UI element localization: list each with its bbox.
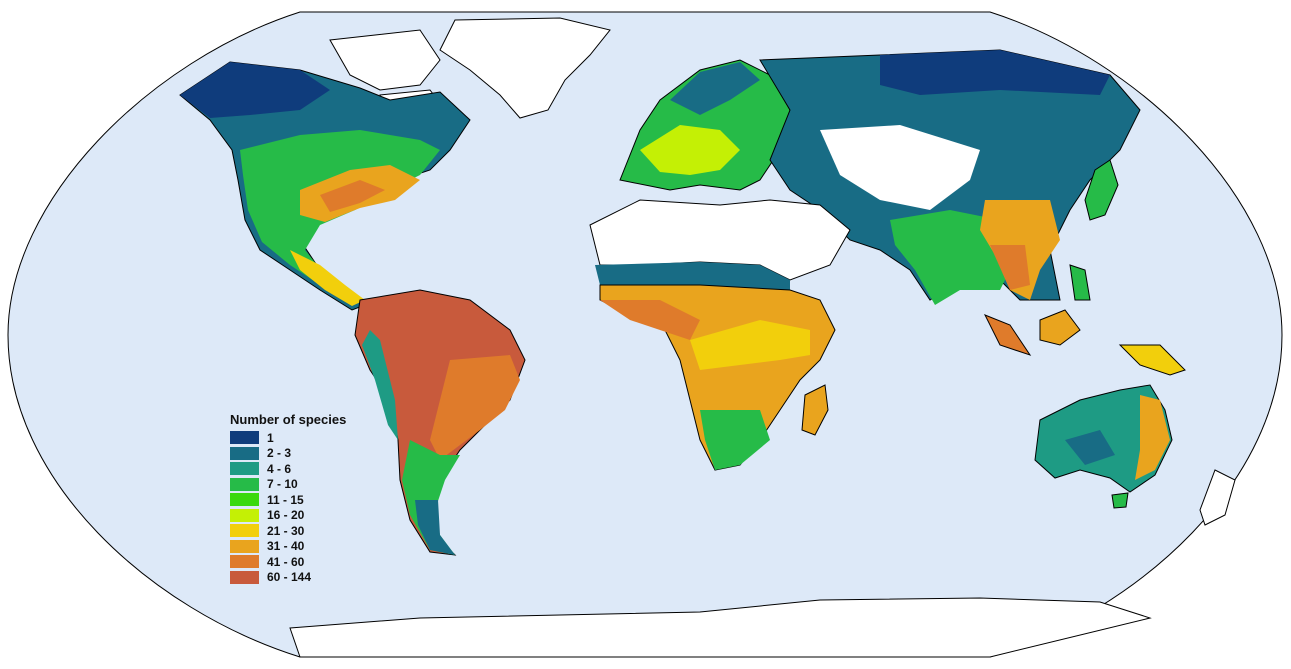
- legend-entry: 21 - 30: [230, 523, 346, 539]
- legend-label: 60 - 144: [267, 570, 312, 585]
- legend-swatch: [230, 431, 259, 445]
- africa-south: [700, 410, 770, 470]
- legend-entry: 11 - 15: [230, 492, 346, 508]
- legend-label: 31 - 40: [267, 539, 305, 554]
- legend-swatch: [230, 570, 259, 584]
- europe-lime: [640, 125, 740, 175]
- australia-east: [1135, 395, 1170, 480]
- us-warm: [320, 180, 385, 212]
- legend-swatch: [230, 477, 259, 491]
- north-america-arctic: [180, 62, 330, 118]
- japan: [1084, 159, 1119, 221]
- australia-interior: [1065, 430, 1115, 465]
- legend-label: 1: [267, 430, 274, 445]
- tasmania: [1111, 492, 1129, 509]
- legend-title: Number of species: [230, 412, 347, 427]
- legend-entry: 16 - 20: [230, 508, 346, 524]
- legend-swatch: [230, 539, 259, 553]
- legend-swatch: [230, 462, 259, 476]
- greenland: [439, 17, 611, 119]
- scandinavia: [670, 62, 760, 115]
- new-guinea: [1118, 344, 1186, 376]
- africa-central: [690, 320, 810, 370]
- legend-label: 4 - 6: [267, 461, 292, 476]
- legend-swatch: [230, 524, 259, 538]
- south-america-orange: [430, 355, 520, 460]
- legend-entry: 1: [230, 430, 346, 446]
- legend-entry: 4 - 6: [230, 461, 346, 477]
- legend-label: 16 - 20: [267, 508, 305, 523]
- andes: [362, 330, 398, 440]
- sahel: [595, 262, 790, 290]
- new-zealand: [1199, 469, 1236, 526]
- philippines: [1069, 264, 1091, 301]
- legend-label: 41 - 60: [267, 554, 305, 569]
- madagascar: [801, 384, 829, 436]
- patagonia: [415, 500, 455, 555]
- indonesia: [983, 314, 1032, 356]
- borneo: [1039, 309, 1081, 346]
- indochina: [990, 245, 1030, 290]
- central-asia-nodata: [820, 125, 980, 210]
- legend-swatch: [230, 555, 259, 569]
- legend-entry: 41 - 60: [230, 554, 346, 570]
- legend-swatch: [230, 493, 259, 507]
- legend-label: 21 - 30: [267, 523, 305, 538]
- legend-label: 7 - 10: [267, 477, 298, 492]
- legend-entry: 31 - 40: [230, 539, 346, 555]
- siberia-north: [880, 50, 1110, 95]
- legend-entry: 2 - 3: [230, 446, 346, 462]
- legend-label: 11 - 15: [267, 492, 304, 507]
- antarctica: [289, 597, 1152, 658]
- legend-entry: 7 - 10: [230, 477, 346, 493]
- legend-entry: 60 - 144: [230, 570, 346, 586]
- south-america-south: [402, 440, 460, 555]
- arctic-islands: [329, 29, 441, 91]
- legend-swatch: [230, 508, 259, 522]
- africa-west: [600, 300, 700, 340]
- legend-label: 2 - 3: [267, 446, 292, 461]
- legend-swatch: [230, 446, 259, 460]
- mexico-central-america: [290, 250, 365, 306]
